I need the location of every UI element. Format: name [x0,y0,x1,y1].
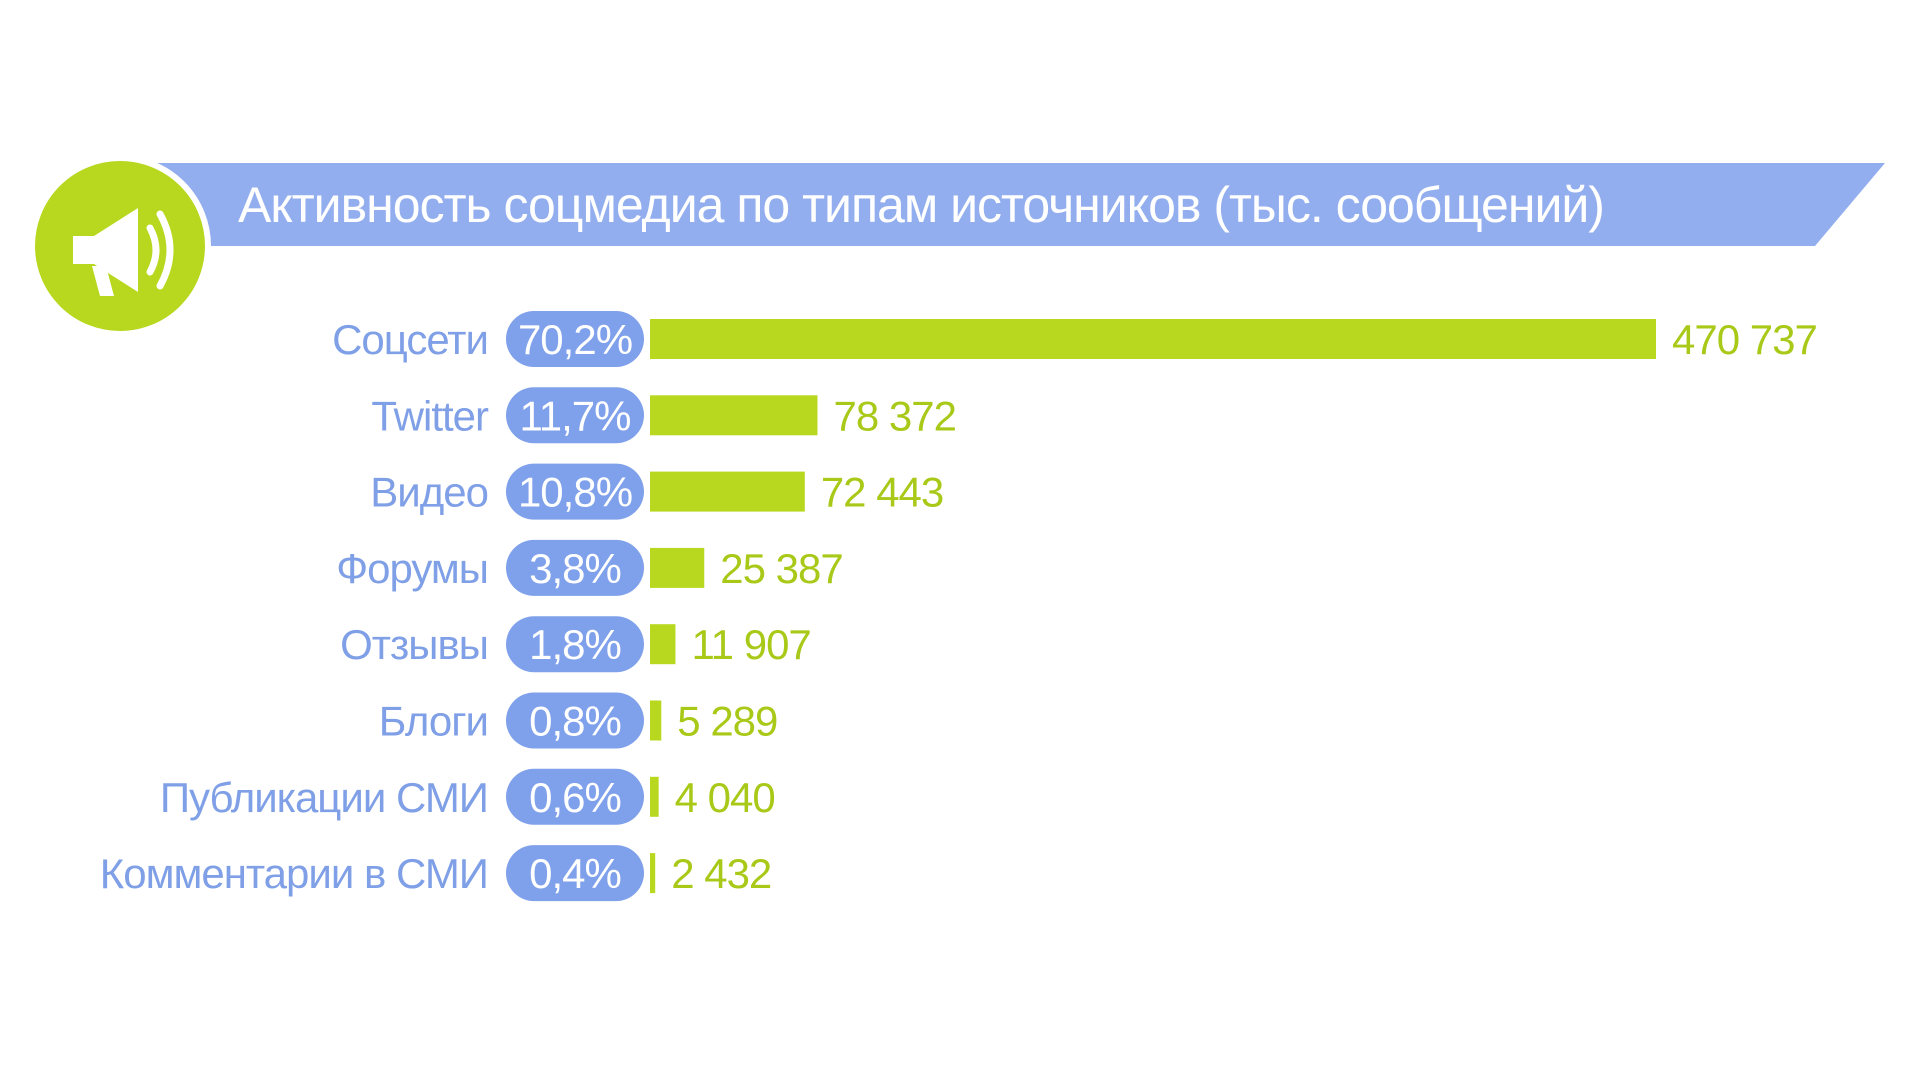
bar [650,776,659,817]
percent-label: 0,4% [529,850,621,897]
bar-row: Соцсети 70,2% 470 737 [332,311,1818,367]
value-label: 2 432 [671,850,771,897]
bar-chart: Соцсети 70,2% 470 737 Twitter 11,7% 78 372 Вид… [100,311,1818,902]
bar [650,395,818,436]
category-label: Комментарии в СМИ [100,850,488,897]
percent-pill [506,616,644,673]
category-label: Соцсети [332,316,488,363]
bar [650,624,676,665]
bar-row: Видео 10,8% 72 443 [370,463,944,520]
bar-row: Отзывы 1,8% 11 907 [340,616,812,673]
megaphone-icon-glyph [73,208,174,296]
megaphone-icon [29,155,211,337]
percent-label: 0,8% [529,698,621,745]
title-banner-shape [150,163,1885,246]
percent-label: 3,8% [529,545,621,592]
value-label: 78 372 [833,392,955,439]
percent-label: 0,6% [529,774,621,821]
percent-pill [506,768,644,825]
value-label: 72 443 [821,469,943,516]
percent-label: 70,2% [518,316,632,363]
percent-pill [506,387,644,444]
percent-label: 1,8% [529,621,621,668]
bar [650,700,662,741]
percent-label: 11,7% [520,392,631,439]
value-label: 25 387 [720,545,842,592]
category-label: Видео [370,469,488,516]
value-label: 5 289 [677,698,777,745]
bar-row: Комментарии в СМИ 0,4% 2 432 [100,845,772,902]
percent-pill [506,463,644,520]
percent-pill [506,311,644,367]
bar [650,547,705,588]
category-label: Блоги [379,698,488,745]
category-label: Twitter [371,392,489,439]
percent-label: 10,8% [518,469,632,516]
percent-pill [506,845,644,902]
bar [650,319,1656,359]
bar-row: Форумы 3,8% 25 387 [336,539,844,596]
category-label: Форумы [336,545,488,592]
bar [650,853,656,894]
percent-pill [506,539,644,596]
percent-pill [506,692,644,749]
category-label: Отзывы [340,621,488,668]
bar [650,471,805,512]
chart-title: Активность соцмедиа по типам источников … [238,177,1604,233]
title-banner: Активность соцмедиа по типам источников … [150,163,1885,246]
bar-row: Публикации СМИ 0,6% 4 040 [160,768,776,825]
bar-row: Twitter 11,7% 78 372 [371,387,957,444]
value-label: 4 040 [675,774,775,821]
value-label: 470 737 [1672,316,1817,363]
value-label: 11 907 [691,621,810,668]
bar-row: Блоги 0,8% 5 289 [379,692,778,749]
category-label: Публикации СМИ [160,774,488,821]
